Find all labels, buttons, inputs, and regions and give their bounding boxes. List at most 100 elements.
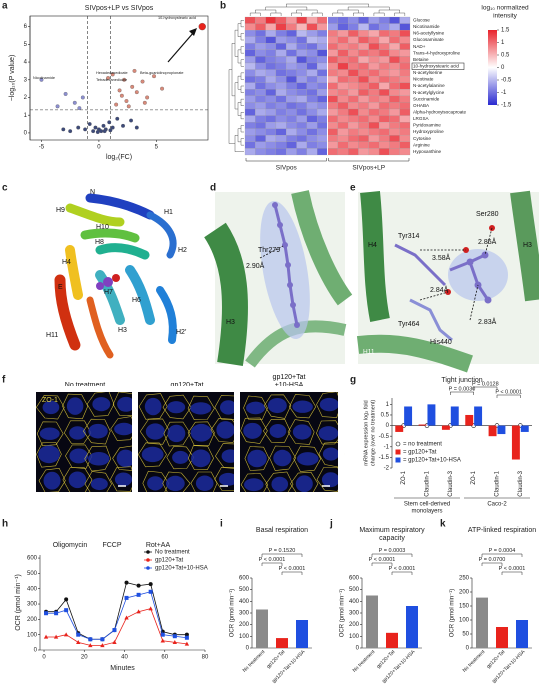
heatmap-cell	[337, 95, 349, 103]
heatmap-cell	[255, 128, 266, 136]
heatmap-cell	[358, 30, 369, 37]
heatmap-cell	[337, 43, 349, 50]
injection-label: Oligomycin	[53, 542, 88, 549]
residue-label: His440	[430, 339, 452, 346]
data-point	[160, 638, 165, 643]
helix-label: H11	[363, 349, 375, 356]
structure-label: H9	[56, 207, 65, 214]
data-point	[76, 640, 81, 645]
significance-bracket	[501, 571, 523, 575]
heatmap-cell	[378, 49, 390, 57]
nucleus	[114, 422, 134, 436]
heatmap-cell	[358, 122, 369, 129]
heatmap-cell	[265, 62, 277, 70]
row-label: Nicotinate	[413, 77, 434, 82]
data-point	[136, 583, 141, 588]
heatmap-cell	[368, 148, 380, 156]
nucleus	[66, 397, 84, 415]
cell-junction	[83, 418, 111, 445]
heatmap-cell	[275, 102, 287, 110]
nucleus	[292, 424, 312, 440]
bar	[366, 595, 378, 648]
panel-label: j	[329, 519, 333, 530]
arrow-head	[189, 28, 197, 36]
dendrogram	[378, 9, 400, 13]
structure-label: H2	[178, 247, 187, 254]
heatmap-cell	[255, 49, 266, 57]
heatmap-cell	[317, 95, 328, 103]
x-tick-label: Claudin-3	[518, 470, 524, 496]
heatmap-cell	[244, 49, 256, 57]
significance-bracket	[371, 553, 413, 557]
data-point	[44, 611, 49, 616]
nucleus	[269, 423, 287, 438]
dendrogram	[237, 75, 241, 90]
heatmap-cell	[348, 69, 359, 77]
nucleus	[244, 478, 264, 492]
data-point	[134, 125, 139, 130]
panel-label: h	[2, 519, 8, 530]
data-point	[145, 95, 150, 100]
dendrogram	[332, 12, 344, 16]
heatmap-cell	[244, 122, 256, 129]
heatmap-cell	[337, 36, 349, 44]
heatmap-cell	[275, 89, 287, 96]
heatmap-cell	[265, 16, 277, 24]
heatmap-cell	[378, 95, 390, 103]
residue-label: Tyr314	[398, 233, 420, 240]
data-point	[129, 118, 134, 123]
x-tick-label: -5	[39, 145, 45, 151]
data-point	[88, 643, 93, 648]
heatmap-cell	[255, 76, 266, 83]
injection-label: FCCP	[102, 542, 121, 549]
significance-bracket	[481, 553, 523, 557]
heatmap-cell	[286, 49, 297, 57]
heatmap-cell	[275, 62, 287, 70]
heatmap-cell	[317, 43, 328, 50]
heatmap-cell	[286, 95, 297, 103]
heatmap-cell	[244, 141, 256, 149]
heatmap-cell	[255, 108, 266, 116]
y-tick-label: -1.5	[379, 455, 390, 461]
data-point	[124, 615, 129, 620]
heatmap-cell	[306, 141, 318, 149]
heatmap-cell	[286, 148, 297, 156]
heatmap-cell	[389, 102, 400, 110]
heatmap-cell	[306, 82, 318, 90]
heatmap-cell	[265, 95, 277, 103]
heatmap-cell	[296, 108, 307, 116]
heatmap-cell	[255, 89, 266, 96]
bar	[427, 404, 436, 426]
colorbar-title: log₁₀ normalized	[481, 5, 529, 12]
heatmap-cell	[255, 82, 266, 90]
nucleus	[318, 426, 339, 441]
stain-label: ZO-1	[42, 397, 58, 404]
heatmap-cell	[244, 69, 256, 77]
heatmap-cell	[348, 141, 359, 149]
bar	[404, 406, 413, 426]
y-tick-label: 0.5	[381, 413, 390, 419]
heatmap-cell	[327, 49, 338, 57]
heatmap-cell	[306, 108, 318, 116]
point-annotation: 10-hydroxystearic acid	[158, 16, 196, 20]
dendrogram	[240, 125, 244, 133]
data-point	[95, 130, 100, 134]
data-point	[99, 129, 104, 134]
heatmap-cell	[296, 76, 307, 83]
colorbar-title: intensity	[493, 13, 518, 20]
heatmap-cell	[389, 62, 400, 70]
cell-junction	[62, 393, 89, 420]
row-label: OHABA	[413, 103, 430, 108]
dendrogram	[237, 23, 241, 37]
structure-label: H4	[62, 259, 71, 266]
highlight-box	[411, 62, 465, 70]
y-axis-label: OCR (pmol min⁻¹)	[340, 589, 346, 638]
heatmap-cell	[348, 102, 359, 110]
heatmap-cell	[368, 43, 380, 50]
group-bracket	[245, 158, 327, 162]
condition-label: +10-HSA	[275, 382, 304, 389]
nucleus	[167, 424, 186, 443]
heatmap-cell	[317, 49, 328, 57]
heatmap-cell	[275, 43, 287, 50]
heatmap-cell	[265, 76, 277, 83]
